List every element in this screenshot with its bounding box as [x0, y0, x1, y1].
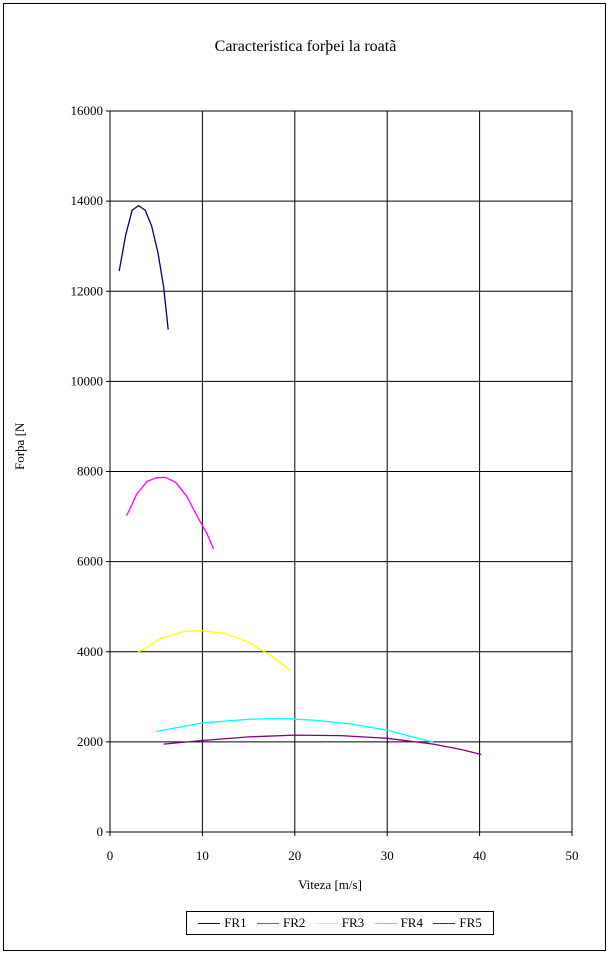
- y-tick-label: 10000: [71, 373, 104, 388]
- y-tick-label: 4000: [77, 644, 103, 659]
- y-tick-label: 16000: [71, 103, 104, 118]
- chart-legend: FR1 FR2 FR3 FR4 FR5: [186, 911, 494, 935]
- x-tick-label: 20: [288, 848, 301, 863]
- chart-title: Caracteristica forþei la roatã: [214, 38, 397, 55]
- legend-item-fr1: FR1: [198, 915, 247, 931]
- y-tick-label: 14000: [71, 193, 104, 208]
- series-line-fr4: [156, 717, 434, 743]
- legend-swatch: [433, 922, 456, 924]
- legend-item-fr3: FR3: [315, 915, 365, 931]
- x-tick-label: 50: [566, 848, 579, 863]
- legend-swatch: [198, 922, 221, 924]
- legend-label: FR1: [224, 915, 247, 930]
- x-tick-label: 40: [473, 848, 486, 863]
- y-axis-label: Forþa [N: [12, 422, 27, 470]
- legend-label: FR5: [459, 915, 482, 930]
- legend-swatch: [374, 922, 397, 924]
- x-axis-label: Viteza [m/s]: [298, 877, 362, 892]
- x-tick-label: 10: [196, 848, 209, 863]
- series-line-fr5: [163, 734, 482, 756]
- y-tick-label: 2000: [77, 734, 103, 749]
- x-tick-label: 0: [107, 848, 114, 863]
- legend-label: FR4: [400, 915, 423, 930]
- y-tick-label: 0: [97, 824, 104, 839]
- series-line-fr3: [137, 629, 291, 672]
- legend-swatch: [256, 922, 279, 924]
- legend-swatch: [315, 922, 338, 924]
- legend-item-fr4: FR4: [374, 915, 423, 931]
- y-tick-label: 8000: [77, 464, 103, 479]
- legend-label: FR3: [341, 915, 365, 930]
- legend-label: FR2: [282, 915, 306, 930]
- series-line-fr1: [118, 204, 169, 330]
- legend-item-fr2: FR2: [256, 915, 306, 931]
- x-tick-label: 30: [381, 848, 394, 863]
- legend-item-fr5: FR5: [433, 915, 482, 931]
- series-line-fr2: [126, 476, 215, 550]
- y-tick-label: 6000: [77, 554, 103, 569]
- chart-frame: [3, 3, 606, 951]
- y-tick-label: 12000: [71, 283, 104, 298]
